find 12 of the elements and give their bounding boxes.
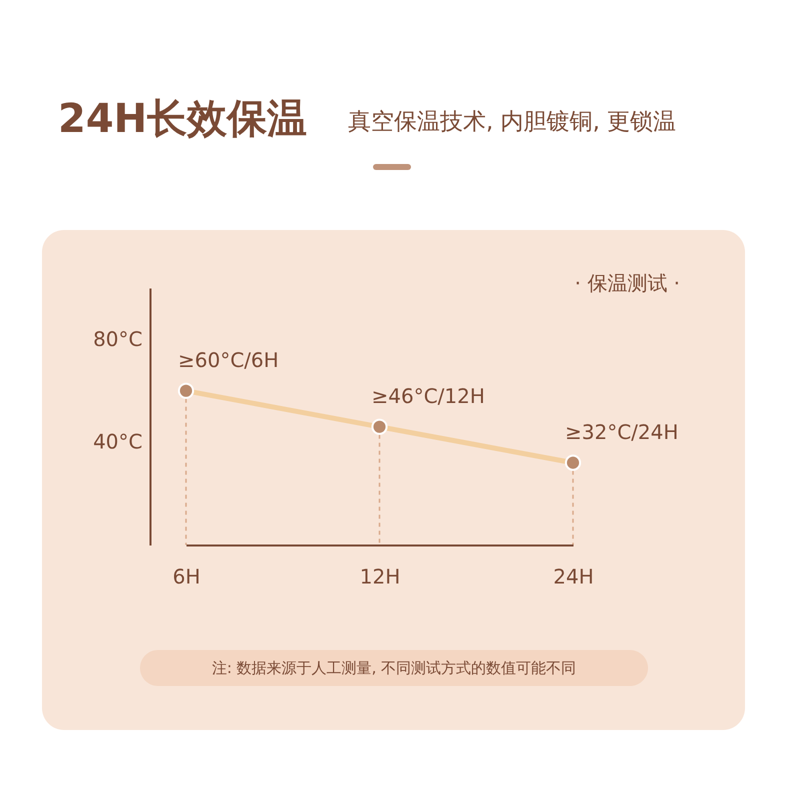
x-tick-label: 24H <box>553 564 594 588</box>
x-tick-label: 12H <box>360 564 400 588</box>
x-tick-label: 6H <box>172 564 200 588</box>
text: · 保温测试 · <box>574 271 680 295</box>
text: ≥46°C/12H <box>372 384 485 408</box>
y-tick-label: 80°C <box>93 326 142 351</box>
chart-title: 24H长效保温 <box>58 96 308 142</box>
text: ≥32°C/24H <box>565 420 678 444</box>
chart-subtitle: 真空保温技术, 内胆镀铜, 更锁温 <box>348 109 676 135</box>
y-tick-label: 40°C <box>93 430 142 454</box>
text: 注: 数据来源于人工测量, 不同测试方式的数值可能不同 <box>212 659 576 677</box>
text: ≥60°C/6H <box>178 348 279 372</box>
